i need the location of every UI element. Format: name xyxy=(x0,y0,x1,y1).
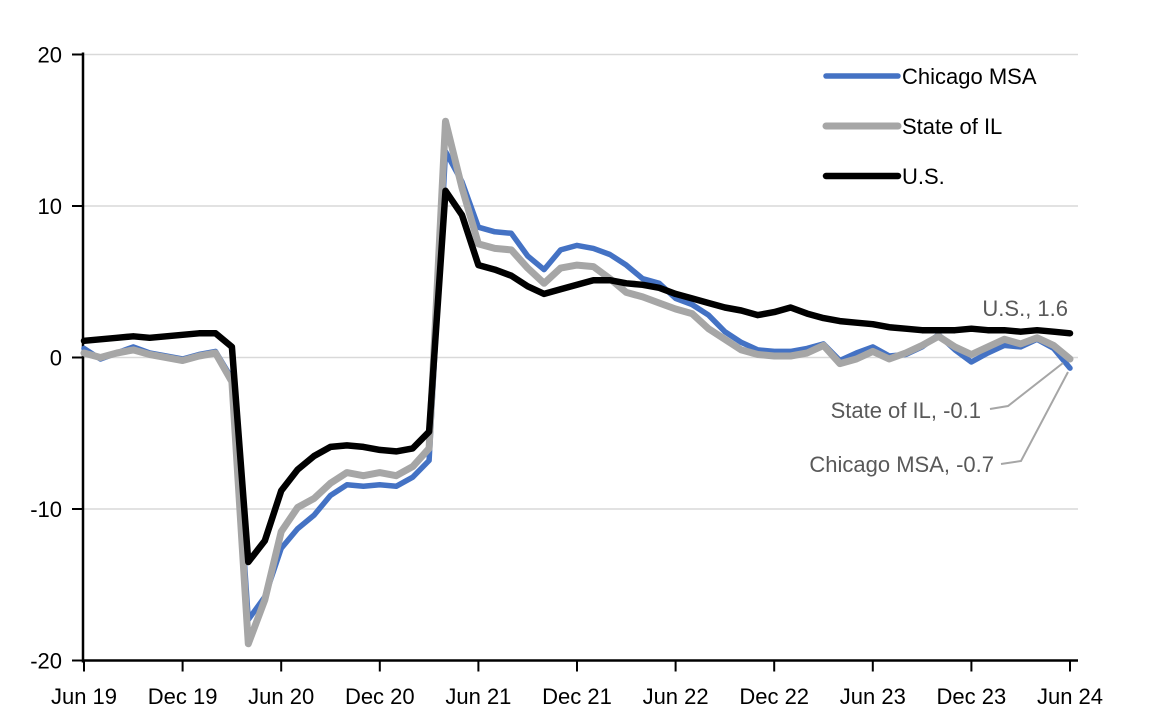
x-tick-label: Jun 23 xyxy=(840,684,906,709)
annotation-us: U.S., 1.6 xyxy=(982,296,1068,321)
x-axis-tick-labels: Jun 19 Dec 19 Jun 20 Dec 20 Jun 21 Dec 21 Jun … xyxy=(51,684,1103,709)
x-tick-label: Dec 19 xyxy=(148,684,218,709)
annotation-leader-chicago-msa xyxy=(1000,371,1069,465)
x-tick-label: Jun 20 xyxy=(248,684,314,709)
x-tick-label: Jun 24 xyxy=(1037,684,1103,709)
y-tick-label: 20 xyxy=(38,43,62,68)
series-line-state-of-il xyxy=(80,117,1074,648)
x-tick-label: Dec 22 xyxy=(739,684,809,709)
legend-label-state-of-il: State of IL xyxy=(902,114,1002,139)
gridlines xyxy=(83,53,1078,510)
x-tick-label: Dec 23 xyxy=(937,684,1007,709)
legend-item-state-of-il: State of IL xyxy=(822,114,1002,139)
annotation-state-of-il: State of IL, -0.1 xyxy=(831,398,981,423)
x-tick-label: Dec 20 xyxy=(345,684,415,709)
legend-label-chicago-msa: Chicago MSA xyxy=(902,64,1037,89)
x-tick-label: Dec 21 xyxy=(542,684,612,709)
series-lines xyxy=(80,117,1074,648)
y-tick-label: -20 xyxy=(30,649,62,674)
legend-label-us: U.S. xyxy=(902,164,945,189)
x-tick-label: Jun 22 xyxy=(643,684,709,709)
y-tick-label: 10 xyxy=(38,194,62,219)
y-tick-label: 0 xyxy=(50,346,62,371)
legend-item-us: U.S. xyxy=(822,164,945,189)
series-line-u-s- xyxy=(80,187,1074,566)
annotation-leader-state-of-il xyxy=(989,362,1064,410)
legend: Chicago MSA State of IL U.S. xyxy=(822,64,1037,189)
y-axis-tick-labels: 20 10 0 -10 -20 xyxy=(30,43,62,674)
y-tick-label: -10 xyxy=(30,497,62,522)
legend-item-chicago-msa: Chicago MSA xyxy=(823,64,1037,89)
axes xyxy=(72,52,1078,672)
annotation-chicago-msa: Chicago MSA, -0.7 xyxy=(809,452,994,477)
x-tick-label: Jun 21 xyxy=(445,684,511,709)
annotations: U.S., 1.6 State of IL, -0.1 Chicago MSA,… xyxy=(809,296,1069,477)
x-tick-label: Jun 19 xyxy=(51,684,117,709)
